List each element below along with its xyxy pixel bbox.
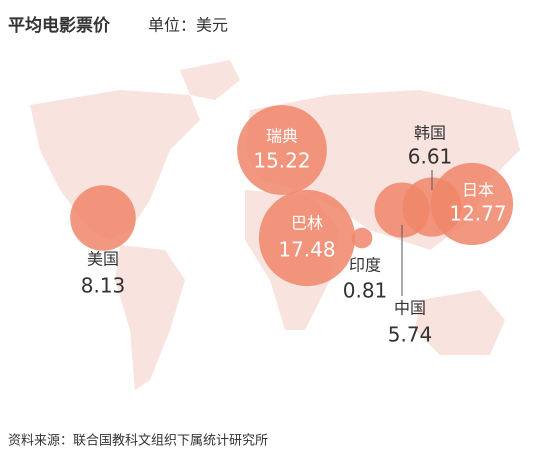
unit: 单位：美元 (148, 16, 228, 35)
country-name: 巴林 (291, 214, 323, 233)
south-america (115, 245, 185, 390)
country-value: 0.81 (343, 279, 388, 303)
country-name: 瑞典 (266, 127, 298, 146)
country-name: 日本 (462, 181, 494, 200)
bubble (237, 105, 327, 195)
north-america (30, 90, 200, 240)
country-name: 韩国 (414, 124, 446, 143)
country-value: 17.48 (278, 238, 335, 262)
greenland (180, 60, 240, 100)
country-value: 5.74 (388, 323, 433, 347)
australia (415, 290, 505, 355)
country-value: 6.61 (408, 145, 453, 169)
title: 平均电影票价 (8, 15, 111, 36)
country-name: 美国 (87, 250, 119, 269)
country-value: 8.13 (81, 274, 126, 298)
bubble (70, 185, 136, 251)
source: 资料来源：联合国教科文组织下属统计研究所 (8, 433, 268, 449)
country-value: 15.22 (253, 149, 310, 173)
country-name: 印度 (349, 256, 381, 275)
bubble (351, 227, 373, 249)
country-name: 中国 (394, 299, 426, 318)
bubble (430, 162, 514, 246)
country-value: 12.77 (449, 202, 506, 226)
bubble (258, 189, 356, 287)
